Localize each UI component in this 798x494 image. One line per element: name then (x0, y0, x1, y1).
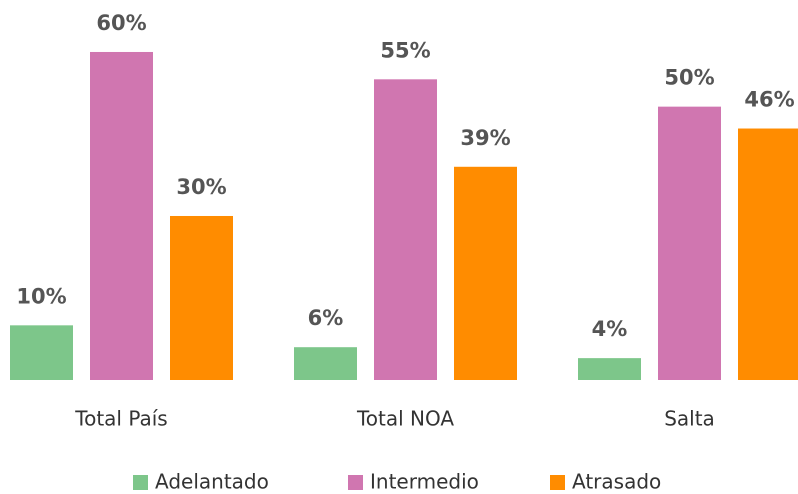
legend-swatch (133, 475, 148, 490)
bar (578, 358, 641, 380)
value-label: 60% (96, 11, 146, 35)
legend-label: Intermedio (370, 470, 479, 494)
bar (10, 325, 73, 380)
x-tick-label: Total País (74, 407, 167, 431)
bar (294, 347, 357, 380)
value-label: 46% (744, 88, 794, 112)
value-label: 39% (460, 126, 510, 150)
legend-label: Adelantado (155, 470, 269, 494)
bar (738, 128, 798, 380)
bar (170, 215, 233, 380)
value-label: 50% (664, 66, 714, 90)
legend-swatch (550, 475, 565, 490)
value-label: 55% (380, 38, 430, 62)
legend-label: Atrasado (572, 470, 661, 494)
x-tick-label: Total NOA (356, 407, 454, 431)
x-tick-label: Salta (664, 407, 715, 431)
bar (658, 106, 721, 381)
bar (90, 51, 153, 380)
legend-swatch (348, 475, 363, 490)
bar (374, 79, 437, 380)
value-label: 6% (308, 306, 344, 330)
value-label: 10% (16, 284, 66, 308)
value-label: 30% (176, 175, 226, 199)
value-label: 4% (592, 317, 628, 341)
bar (454, 166, 517, 380)
